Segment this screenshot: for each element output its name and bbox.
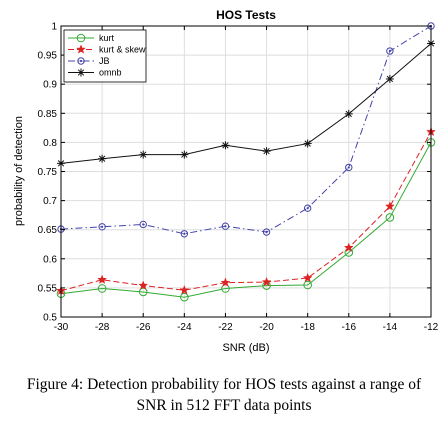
x-tick-label: -24 [177,322,192,333]
data-point-jb [139,220,147,229]
data-point-omnb [139,150,148,159]
data-point-jb [303,204,312,212]
legend-marker-omnb [77,68,85,77]
x-tick-label: -16 [342,322,357,333]
data-point-kurt [180,292,189,302]
data-point-kurt-skew [138,280,149,290]
x-axis-label: SNR (dB) [222,342,269,354]
data-point-omnb [180,150,189,159]
y-tick-label: 0.5 [43,313,57,324]
data-point-omnb [98,154,107,163]
data-point-jb [180,230,189,238]
y-tick-label: 0.75 [38,167,58,178]
y-tick-label: 0.9 [43,80,57,91]
y-tick-label: 0.8 [43,138,57,149]
data-point-kurt-skew [302,272,313,283]
legend-marker-kurt-skew [76,44,86,54]
legend-label: JB [99,56,110,66]
y-axis-label: probability of detection [13,116,25,226]
data-point-kurt [97,284,107,293]
hos-tests-chart: -30 -28 -26 -24 -22 -20 -18 -16 -14 -12 0.5 0.55 0.6… [13,8,439,354]
x-tick-label: -14 [383,322,398,333]
data-point-kurt [303,280,312,290]
data-point-kurt-skew [179,285,190,295]
legend-marker-kurt [76,33,86,43]
ticks: -30 -28 -26 -24 -22 -20 -18 -16 -14 -12 0.5 0.55 0.6… [38,22,439,334]
data-point-omnb [385,74,394,83]
y-tick-label: 0.6 [43,254,57,265]
data-point-omnb [303,139,312,148]
x-tick-label: -20 [259,322,274,333]
chart-title: HOS Tests [216,8,276,22]
y-tick-label: 0.85 [38,109,58,120]
data-point-jb [98,223,106,231]
y-tick-label: 0.55 [38,283,58,294]
data-point-kurt-skew [384,201,395,211]
x-tick-label: -12 [424,322,439,333]
x-tick-label: -18 [300,322,315,333]
x-tick-label: -26 [136,322,151,333]
data-point-jb [262,228,271,236]
data-point-omnb [262,147,271,156]
data-point-jb [221,222,230,230]
y-tick-label: 0.65 [38,225,58,236]
x-tick-label: -22 [218,322,233,333]
legend-label: kurt & skew [99,45,146,55]
legend-item-kurt-skew: kurt & skew [68,44,146,55]
series-line-kurt [60,142,432,298]
data-point-kurt [138,287,148,297]
data-point-omnb [344,109,353,118]
legend-item-jb: JB [68,56,110,66]
x-tick-label: -28 [95,322,110,333]
caption-line-2: SNR in 512 FFT data points [136,397,312,414]
legend-label: omnb [99,68,122,78]
y-tick-label: 1 [51,22,57,33]
data-point-omnb [221,141,230,150]
legend-marker-jb [77,57,85,65]
data-point-jb [386,47,394,55]
x-tick-label: -30 [54,322,69,333]
figure-caption: Figure 4: Detection probability for HOS … [0,374,448,416]
data-point-kurt-skew [220,277,231,287]
legend-item-omnb: omnb [68,68,122,78]
data-point-kurt-skew [261,276,272,287]
legend-item-kurt: kurt [68,33,115,43]
y-tick-label: 0.95 [38,51,58,62]
series-jb [57,22,435,238]
data-point-kurt-skew [343,242,354,252]
data-point-kurt-skew [97,274,108,284]
data-point-jb [345,163,353,172]
series-line-jb [60,25,432,235]
series-line-kurt-skew [60,131,432,292]
series-line-omnb [60,43,432,164]
y-tick-label: 0.7 [43,196,57,207]
data-point-kurt [385,213,395,222]
legend-label: kurt [99,33,115,43]
caption-line-1: Figure 4: Detection probability for HOS … [26,376,422,393]
